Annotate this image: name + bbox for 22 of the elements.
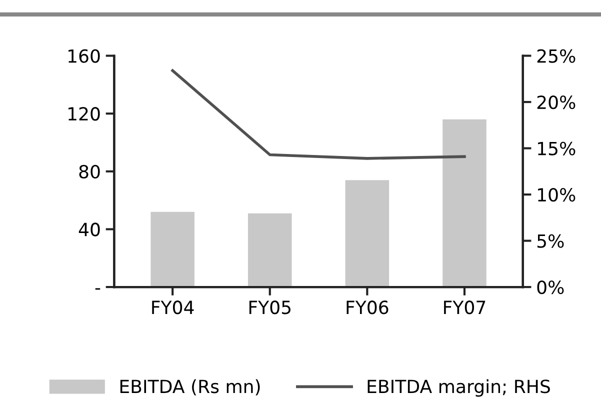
line-series: [171, 69, 466, 160]
y2-tick-label: 25%: [537, 49, 576, 63]
bar: [150, 212, 194, 288]
y2-tick-label: 20%: [537, 95, 576, 110]
x-tick-label: FY05: [249, 300, 290, 314]
y-tick-label: 40: [78, 222, 100, 236]
y-tick-label: 80: [79, 164, 100, 179]
y2-tick-label: 10%: [538, 188, 576, 202]
legend-label: EBITDA (Rs mn): [120, 379, 260, 396]
x-tick-label: FY07: [444, 300, 486, 314]
legend-label: EBITDA margin; RHS: [368, 379, 550, 397]
bar: [345, 180, 390, 288]
x-tick-label: FY06: [346, 300, 388, 314]
y-tick-label: 160: [68, 49, 100, 63]
y2-tick-label: 0%: [537, 280, 564, 294]
bar: [248, 213, 292, 288]
y2-tick-label: 15%: [538, 142, 576, 156]
y2-tick-label: 5%: [537, 234, 564, 248]
bar: [442, 119, 486, 288]
y-tick-label: -: [95, 288, 100, 290]
y-tick-label: 120: [68, 107, 100, 121]
x-tick-label: FY04: [152, 300, 194, 314]
